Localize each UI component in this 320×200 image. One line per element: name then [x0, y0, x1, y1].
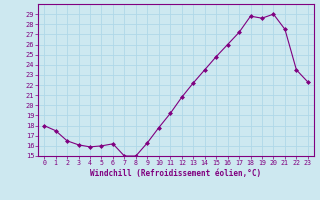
- X-axis label: Windchill (Refroidissement éolien,°C): Windchill (Refroidissement éolien,°C): [91, 169, 261, 178]
